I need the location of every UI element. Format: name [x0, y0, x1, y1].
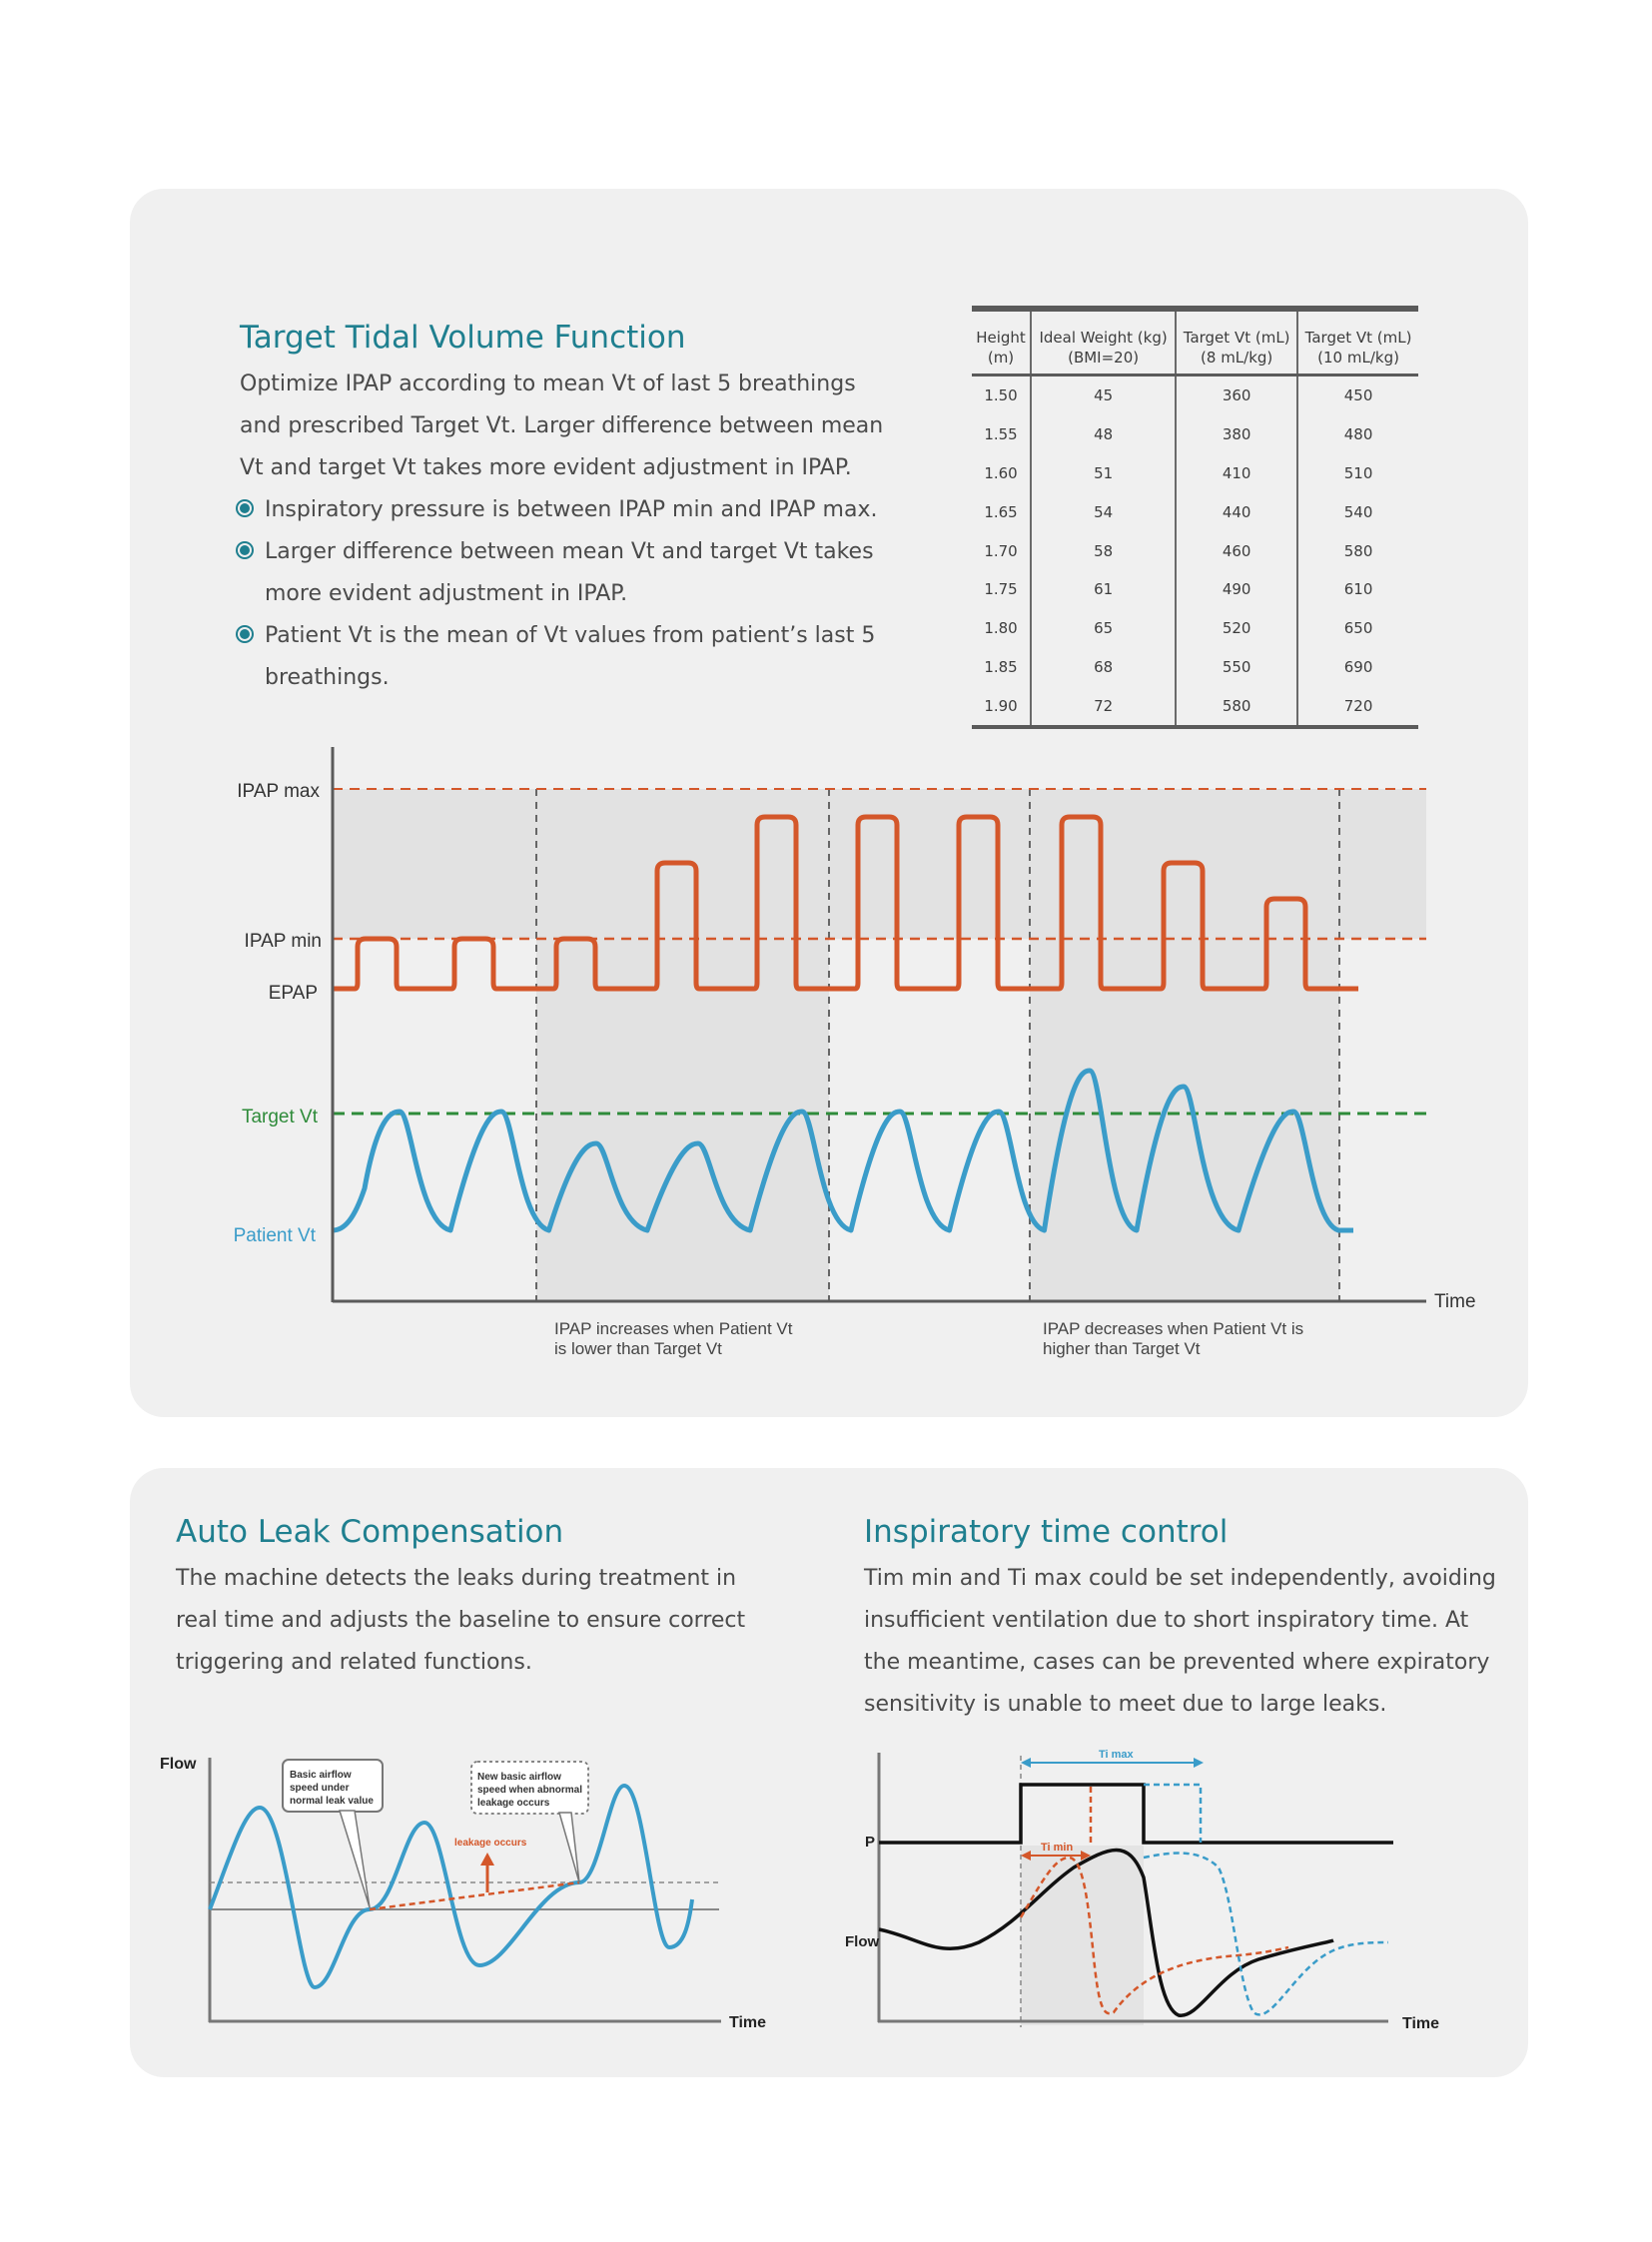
table-cell: 450	[1296, 374, 1418, 415]
table-cell: 380	[1175, 414, 1298, 454]
decrease-caption-line1: IPAP decreases when Patient Vt is	[1043, 1319, 1303, 1338]
table-cell: 1.55	[984, 425, 1018, 444]
table-cell: 45	[1030, 374, 1177, 415]
tidal-volume-intro: Optimize IPAP according to mean Vt of la…	[240, 372, 884, 480]
column-header-target-vt-8: Target Vt (mL) (8 mL/kg)	[1175, 306, 1298, 376]
tidal-volume-bullets: Inspiratory pressure is between IPAP min…	[240, 489, 919, 699]
table-row: 1.85 68 550 690	[972, 647, 1418, 687]
table-cell: 480	[1296, 414, 1418, 454]
table-cell: 690	[1296, 647, 1418, 687]
increase-phase-shade	[536, 939, 829, 1300]
ipap-max-label: IPAP max	[237, 781, 320, 802]
table-cell: 540	[1296, 492, 1418, 532]
table-cell: 1.70	[984, 541, 1018, 560]
table-header-row: Height (m) Ideal Weight (kg) (BMI=20) Targ…	[972, 306, 1418, 376]
decrease-phase-shade	[1030, 939, 1339, 1300]
column-header-ideal-weight: Ideal Weight (kg) (BMI=20)	[1030, 306, 1177, 376]
table-row: 1.80 65 520 650	[972, 608, 1418, 648]
epap-label: EPAP	[269, 983, 318, 1004]
table-cell: 65	[1030, 608, 1177, 648]
decrease-caption-line2: higher than Target Vt	[1043, 1339, 1201, 1358]
table-row: 1.50 45 360 450	[972, 374, 1418, 415]
increase-caption-line2: is lower than Target Vt	[554, 1339, 722, 1358]
table-row: 1.60 51 410 510	[972, 453, 1418, 493]
auto-leak-text: The machine detects the leaks during tre…	[176, 1566, 746, 1675]
table-row: 1.55 48 380 480	[972, 414, 1418, 454]
bullet-dot-icon	[240, 629, 250, 639]
table-cell: 1.60	[984, 463, 1018, 482]
table-cell: 720	[1296, 686, 1418, 730]
table-cell: 520	[1175, 608, 1298, 648]
patient-vt-waveform	[332, 1068, 1353, 1233]
table-cell: 460	[1175, 531, 1298, 570]
table-row: 1.75 61 490 610	[972, 569, 1418, 609]
bullet-dot-icon	[240, 503, 250, 513]
auto-leak-title: Auto Leak Compensation	[176, 1514, 564, 1550]
table-cell: 440	[1175, 492, 1298, 532]
column-header-target-vt-10: Target Vt (mL) (10 mL/kg)	[1296, 306, 1418, 376]
tidal-volume-title: Target Tidal Volume Function	[240, 320, 686, 356]
table-cell: 48	[1030, 414, 1177, 454]
target-vt-table: Height (m) Ideal Weight (kg) (BMI=20) Targ…	[972, 306, 1418, 730]
time-axis-label: Time	[1434, 1291, 1476, 1312]
table-cell: 580	[1175, 686, 1298, 730]
table-cell: 72	[1030, 686, 1177, 730]
table-cell: 68	[1030, 647, 1177, 687]
increase-caption-line1: IPAP increases when Patient Vt	[554, 1319, 793, 1338]
table-cell: 510	[1296, 453, 1418, 493]
table-cell: 1.50	[984, 386, 1018, 405]
table-cell: 1.80	[984, 619, 1018, 638]
table-cell: 1.90	[972, 686, 1032, 730]
table-cell: 580	[1296, 531, 1418, 570]
table-cell: 410	[1175, 453, 1298, 493]
table-cell: 1.85	[984, 657, 1018, 676]
table-row: 1.90 72 580 720	[972, 686, 1418, 730]
table-cell: 1.75	[984, 580, 1018, 599]
table-cell: 360	[1175, 374, 1298, 415]
inspiratory-time-text: Tim min and Ti max could be set independ…	[864, 1566, 1496, 1717]
table-cell: 610	[1296, 569, 1418, 609]
bullet-item: Larger difference between mean Vt and ta…	[240, 531, 919, 615]
bullet-dot-icon	[240, 545, 250, 555]
table-row: 1.70 58 460 580	[972, 531, 1418, 570]
inspiratory-time-title: Inspiratory time control	[864, 1514, 1229, 1550]
table-cell: 550	[1175, 647, 1298, 687]
table-cell: 61	[1030, 569, 1177, 609]
ipap-range-band	[333, 789, 1426, 939]
table-row: 1.65 54 440 540	[972, 492, 1418, 532]
bullet-item: Patient Vt is the mean of Vt values from…	[240, 615, 919, 699]
table-cell: 1.65	[984, 502, 1018, 521]
column-header-height: Height (m)	[972, 306, 1032, 376]
bullet-item: Inspiratory pressure is between IPAP min…	[240, 489, 919, 531]
patient-vt-label: Patient Vt	[234, 1225, 317, 1246]
pressure-waveform	[333, 814, 1358, 992]
ipap-min-label: IPAP min	[245, 931, 322, 952]
table-cell: 51	[1030, 453, 1177, 493]
table-cell: 58	[1030, 531, 1177, 570]
target-vt-label: Target Vt	[242, 1107, 319, 1127]
table-cell: 650	[1296, 608, 1418, 648]
table-cell: 54	[1030, 492, 1177, 532]
table-cell: 490	[1175, 569, 1298, 609]
